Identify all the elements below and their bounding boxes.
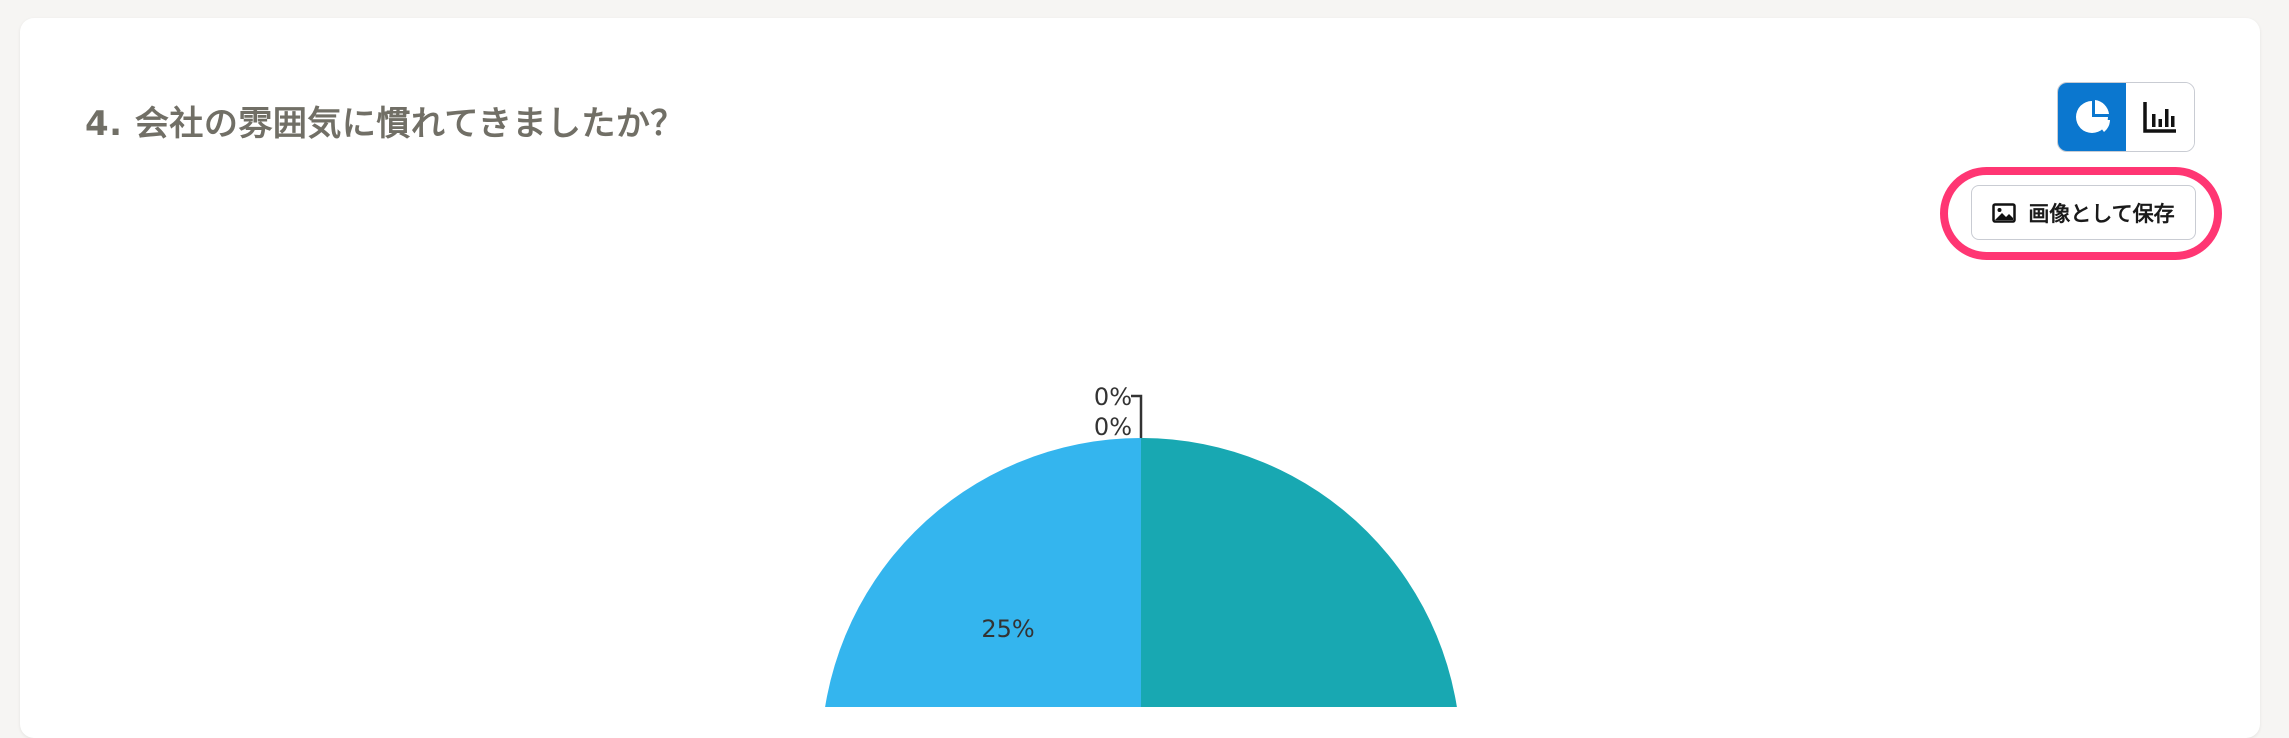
- zero-slice-leader-line: [1131, 394, 1143, 438]
- pie-slice-3: [1141, 438, 1457, 707]
- image-icon: [1992, 202, 2017, 223]
- bar-chart-icon: [2143, 102, 2176, 133]
- save-as-image-label: 画像として保存: [2028, 201, 2175, 226]
- save-button-highlight: [1940, 167, 2222, 260]
- pie-chart-toggle-button[interactable]: [2058, 83, 2126, 151]
- pie-slice-2: [825, 438, 1141, 707]
- chart-view-toggle[interactable]: [2057, 82, 2195, 152]
- pie-slice-label-1: 0%: [1094, 413, 1132, 441]
- save-as-image-button[interactable]: 画像として保存: [1971, 185, 2196, 240]
- bar-chart-toggle-button[interactable]: [2126, 83, 2194, 151]
- pie-slice-label-2: 25%: [981, 615, 1034, 643]
- pie-chart-icon: [2076, 100, 2110, 133]
- question-title: 4. 会社の雰囲気に慣れてきましたか？: [85, 104, 685, 144]
- pie-slice-label-0: 0%: [1094, 383, 1132, 411]
- pie-chart: 0%0% 25%: [825, 383, 1457, 707]
